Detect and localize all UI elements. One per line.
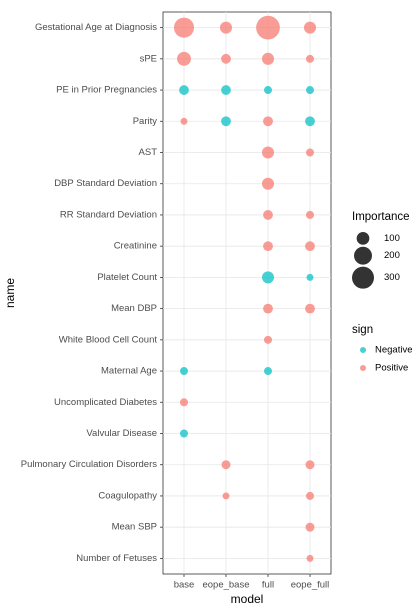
y-tick-label: Uncomplicated Diabetes	[54, 397, 157, 408]
size-legend-label: 100	[384, 233, 400, 244]
size-legend-key	[356, 232, 370, 245]
bubble	[306, 554, 314, 562]
bubble	[221, 53, 231, 64]
y-tick-label: Platelet Count	[97, 272, 157, 283]
x-tick-label: eope_full	[291, 580, 330, 591]
bubble	[180, 117, 188, 125]
bubble	[263, 367, 273, 376]
y-tick-label: Mean SBP	[112, 522, 157, 533]
bubble	[306, 273, 314, 281]
y-tick-label: Parity	[133, 116, 158, 127]
y-tick-label: Number of Fetuses	[76, 553, 157, 564]
bubble	[222, 492, 230, 500]
color-legend-label: Negative	[375, 345, 413, 356]
x-tick-label: base	[174, 580, 195, 591]
bubble	[256, 15, 280, 40]
x-tick-label: eope_base	[202, 580, 249, 591]
x-tick-label: full	[262, 580, 274, 591]
bubble	[305, 460, 315, 470]
y-tick-label: RR Standard Deviation	[60, 209, 157, 220]
color-legend-key	[360, 347, 366, 353]
bubble	[261, 177, 275, 190]
bubble	[179, 429, 189, 438]
size-legend-title: Importance	[352, 211, 410, 223]
bubble	[221, 116, 231, 127]
bubble	[263, 303, 273, 314]
bubble	[179, 85, 189, 95]
size-legend-label: 200	[384, 250, 400, 261]
color-legend-key	[360, 365, 366, 371]
size-legend-key	[354, 246, 372, 265]
bubble	[305, 210, 315, 219]
color-legend-title: sign	[352, 324, 373, 336]
bubble	[261, 271, 275, 284]
bubble	[305, 116, 315, 127]
bubble	[305, 303, 315, 314]
y-tick-label: Gestational Age at Diagnosis	[35, 22, 157, 33]
y-tick-label: Creatinine	[114, 241, 157, 252]
y-tick-label: Maternal Age	[101, 366, 157, 377]
bubble	[263, 86, 273, 95]
bubble	[221, 460, 231, 470]
size-legend-key	[352, 266, 374, 289]
bubble	[263, 335, 273, 344]
bubble	[303, 21, 317, 34]
y-tick-label: White Blood Cell Count	[59, 334, 158, 345]
bubble	[177, 51, 191, 66]
y-tick-label: sPE	[140, 53, 157, 64]
y-tick-label: Valvular Disease	[86, 428, 157, 439]
size-legend-label: 300	[384, 272, 400, 283]
color-legend-label: Positive	[375, 363, 408, 374]
bubble	[305, 86, 315, 95]
bubble	[179, 367, 189, 376]
y-tick-label: Pulmonary Circulation Disorders	[21, 459, 157, 470]
bubble	[263, 241, 273, 252]
bubble	[263, 116, 273, 127]
panel	[162, 11, 332, 575]
x-axis-title: model	[231, 592, 264, 606]
y-tick-label: DBP Standard Deviation	[54, 178, 157, 189]
bubble	[261, 52, 275, 65]
bubble	[173, 17, 195, 38]
bubble	[305, 491, 315, 500]
y-tick-label: Mean DBP	[111, 303, 157, 314]
bubble	[261, 146, 275, 159]
bubble	[263, 210, 273, 220]
y-axis-title: name	[3, 278, 17, 308]
bubble	[305, 54, 315, 63]
bubble	[305, 241, 315, 252]
bubble	[305, 522, 315, 532]
bubble	[305, 148, 315, 157]
y-tick-label: PE in Prior Pregnancies	[56, 85, 157, 96]
y-tick-label: Coagulopathy	[98, 490, 157, 501]
bubble	[179, 398, 189, 407]
y-tick-label: AST	[139, 147, 158, 158]
bubble	[221, 85, 231, 95]
bubble	[219, 21, 233, 34]
